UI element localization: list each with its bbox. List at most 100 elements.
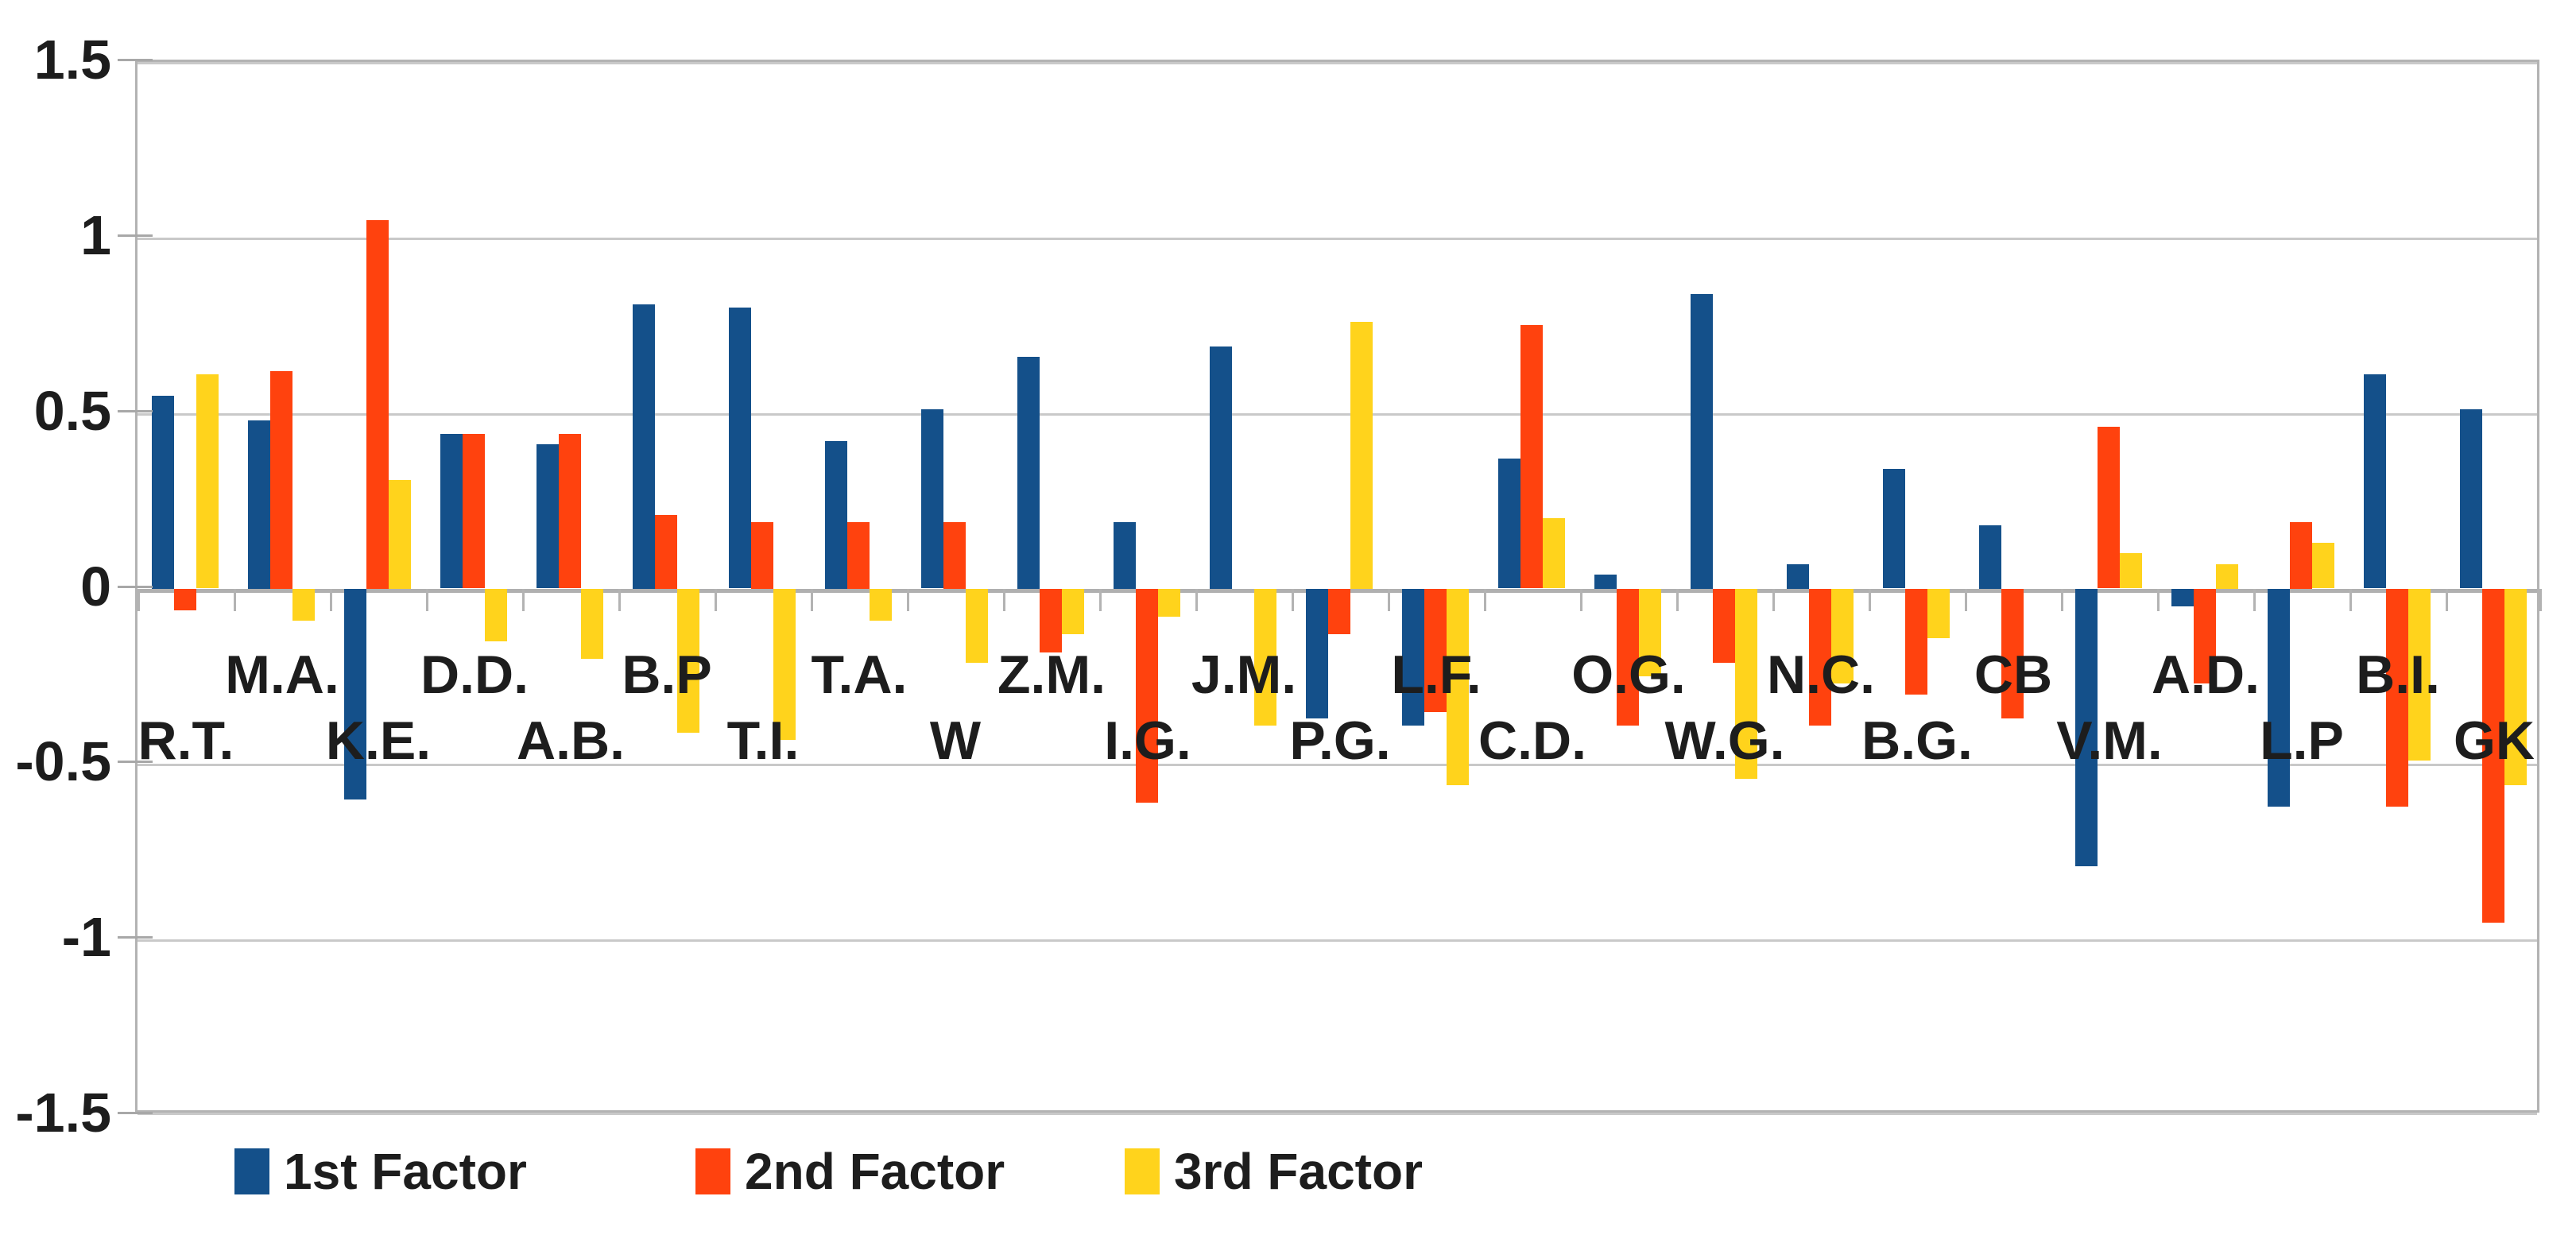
bar-3rd-factor [1350, 322, 1373, 589]
category-label: J.M. [1191, 645, 1297, 705]
legend-swatch-icon [234, 1148, 269, 1194]
x-axis-tick [1965, 589, 1967, 611]
category-label: P.G. [1289, 710, 1391, 771]
bar-1st-factor [1306, 589, 1328, 718]
category-label: D.D. [420, 645, 529, 705]
category-label: B.I. [2356, 645, 2440, 705]
legend: 1st Factor 2nd Factor 3rd Factor [0, 1143, 2576, 1206]
bar-3rd-factor [773, 589, 796, 740]
x-axis-tick [2253, 589, 2256, 611]
y-axis-tick [118, 234, 153, 237]
bar-2nd-factor [2290, 522, 2312, 589]
bar-1st-factor [1979, 525, 2001, 589]
x-axis-tick [2446, 589, 2448, 611]
y-axis-tick [118, 1112, 153, 1114]
plot-area: R.T. M.A. K.E. D.D. A.B. B.P T.I. T.A. W Z.M. I.G.… [135, 60, 2542, 1115]
y-axis-tick [118, 936, 153, 939]
bar-3rd-factor [1927, 589, 1950, 638]
gridline [138, 764, 2537, 766]
bar-3rd-factor [2120, 553, 2142, 588]
bar-1st-factor [2268, 589, 2290, 807]
y-tick-label: 1 [80, 204, 111, 266]
bar-2nd-factor [1520, 325, 1543, 588]
bar-2nd-factor [270, 371, 292, 589]
bar-1st-factor [1498, 459, 1520, 588]
x-axis-tick [1580, 589, 1582, 611]
bar-2nd-factor [847, 522, 870, 589]
x-axis-tick [1772, 589, 1775, 611]
category-label: I.G. [1104, 710, 1191, 771]
bar-2nd-factor [655, 515, 677, 589]
bar-1st-factor [2075, 589, 2098, 866]
bar-2nd-factor [1040, 589, 1062, 652]
category-label: W [929, 710, 982, 771]
gridline [138, 939, 2537, 942]
y-tick-label: -1 [61, 906, 111, 968]
bar-3rd-factor [485, 589, 507, 641]
bar-3rd-factor [2312, 543, 2334, 588]
category-label: T.I. [726, 710, 800, 771]
category-label: T.A. [811, 645, 908, 705]
legend-swatch-icon [1125, 1148, 1160, 1194]
bar-2nd-factor [2482, 589, 2504, 923]
y-tick-label: -1.5 [15, 1082, 111, 1144]
legend-label: 1st Factor [284, 1143, 527, 1200]
bar-3rd-factor [1062, 589, 1084, 634]
bar-3rd-factor [1447, 589, 1469, 785]
bar-3rd-factor [1543, 518, 1565, 588]
bar-1st-factor [2171, 589, 2194, 606]
gridline [138, 62, 2537, 64]
bar-3rd-factor [2408, 589, 2431, 761]
category-label: K.E. [325, 710, 432, 771]
bar-1st-factor [1402, 589, 1424, 726]
x-axis-tick [811, 589, 813, 611]
bar-3rd-factor [581, 589, 603, 659]
category-label: W.G. [1664, 710, 1785, 771]
category-label: M.A. [225, 645, 339, 705]
x-axis-tick [330, 589, 332, 611]
bar-1st-factor [152, 396, 174, 589]
bar-1st-factor [248, 420, 270, 589]
category-label: A.B. [517, 710, 625, 771]
bar-2nd-factor [1328, 589, 1350, 634]
x-axis-tick [1195, 589, 1198, 611]
category-label: GK [2454, 710, 2535, 771]
bar-2nd-factor [1617, 589, 1639, 726]
y-tick-label: 0.5 [33, 380, 111, 442]
category-label: B.G. [1861, 710, 1973, 771]
y-axis-tick [118, 410, 153, 412]
bar-1st-factor [729, 308, 751, 588]
x-axis-tick [426, 589, 428, 611]
bar-3rd-factor [870, 589, 892, 621]
bar-2nd-factor [2194, 589, 2216, 683]
x-axis-tick [234, 589, 236, 611]
bar-3rd-factor [1254, 589, 1276, 726]
y-axis-tick [118, 761, 153, 763]
x-axis-tick [907, 589, 909, 611]
bar-3rd-factor [1639, 589, 1661, 676]
gridline [138, 1113, 2537, 1115]
category-label: Z.M. [997, 645, 1106, 705]
x-axis-tick [2061, 589, 2063, 611]
y-tick-label: 0 [80, 556, 111, 618]
category-label: L.P [2260, 710, 2344, 771]
x-axis-tick [1484, 589, 1486, 611]
bar-1st-factor [1114, 522, 1136, 589]
bar-3rd-factor [677, 589, 699, 733]
bar-2nd-factor [1713, 589, 1735, 663]
bar-1st-factor [1594, 575, 1617, 589]
bar-2nd-factor [1136, 589, 1158, 803]
bar-2nd-factor [366, 220, 389, 589]
category-label: V.M. [2056, 710, 2163, 771]
category-label: R.T. [138, 710, 234, 771]
category-label: L.F. [1391, 645, 1482, 705]
bar-1st-factor [921, 409, 943, 588]
x-axis-tick [522, 589, 525, 611]
bar-1st-factor [1883, 469, 1905, 588]
bar-3rd-factor [196, 374, 219, 588]
bar-1st-factor [1210, 346, 1232, 589]
y-tick-label: -0.5 [15, 730, 111, 792]
bar-2nd-factor [559, 434, 581, 588]
category-label: C.D. [1478, 710, 1586, 771]
